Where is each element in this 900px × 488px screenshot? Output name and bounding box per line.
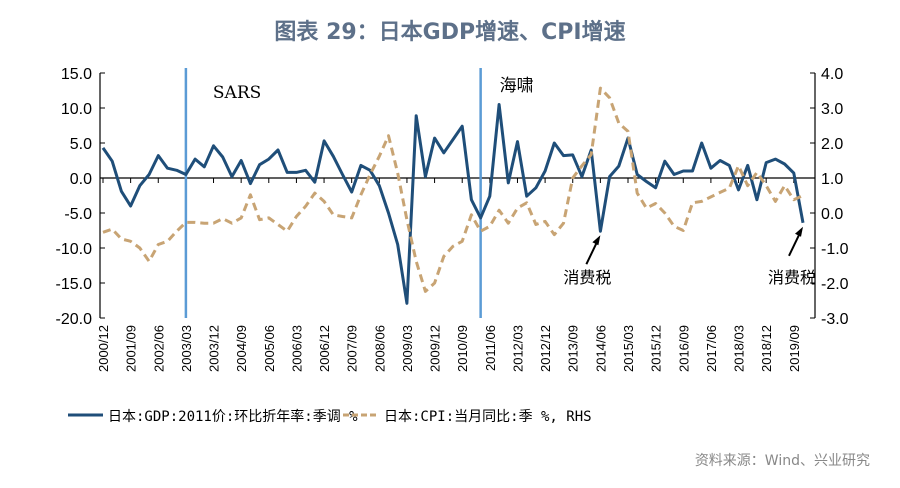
right-tick-label: -3.0 (821, 311, 849, 328)
x-tick-label: 2001/09 (124, 325, 139, 372)
event-label: SARS (213, 83, 261, 103)
event-label: 海啸 (500, 76, 534, 96)
annotation-label: 消费税 (768, 268, 816, 287)
gdp-line (101, 103, 805, 305)
x-tick-label: 2004/09 (234, 325, 249, 372)
annotation-label: 消费税 (563, 268, 611, 287)
left-tick-label: 0.0 (70, 171, 92, 188)
x-tick-label: 2016/09 (676, 325, 691, 372)
source-note: 资料来源：Wind、兴业研究 (694, 453, 870, 469)
right-tick-label: -2.0 (821, 276, 849, 293)
x-tick-label: 2013/09 (566, 325, 581, 372)
right-tick-label: 0.0 (821, 206, 843, 223)
arrow-head-icon (592, 235, 601, 246)
left-tick-label: 10.0 (61, 101, 92, 118)
x-tick-label: 2015/03 (621, 325, 636, 372)
x-tick-label: 2011/06 (483, 325, 498, 371)
x-tick-label: 2017/06 (704, 325, 719, 372)
x-tick-label: 2006/03 (289, 325, 304, 372)
left-tick-label: -10.0 (56, 241, 93, 258)
left-tick-label: -20.0 (56, 311, 93, 328)
x-tick-label: 2009/03 (400, 325, 415, 372)
x-tick-label: 2015/12 (649, 325, 664, 372)
right-tick-label: 3.0 (821, 101, 843, 118)
left-tick-label: -5.0 (64, 206, 92, 223)
right-tick-label: -1.0 (821, 241, 849, 258)
legend-gdp-label: 日本:GDP:2011价:环比折年率:季调 % (108, 408, 358, 425)
legend-cpi-label: 日本:CPI:当月同比:季 %, RHS (384, 409, 592, 425)
x-tick-label: 2018/03 (732, 325, 747, 372)
x-tick-label: 2010/09 (455, 325, 470, 372)
x-tick-label: 2008/06 (372, 325, 387, 372)
right-tick-label: 1.0 (821, 171, 843, 188)
chart-title: 图表 29：日本GDP增速、CPI增速 (274, 20, 626, 45)
right-tick-label: 4.0 (821, 66, 843, 83)
left-tick-label: 15.0 (61, 66, 92, 83)
x-tick-label: 2006/12 (317, 325, 332, 372)
x-tick-label: 2000/12 (96, 325, 111, 372)
x-tick-label: 2003/03 (179, 325, 194, 372)
left-tick-label: -15.0 (56, 276, 93, 293)
x-tick-label: 2009/12 (428, 325, 443, 372)
x-tick-label: 2012/12 (538, 325, 553, 372)
right-tick-label: 2.0 (821, 136, 843, 153)
x-tick-label: 2012/03 (510, 325, 525, 372)
x-tick-label: 2005/06 (262, 325, 277, 372)
left-tick-label: 5.0 (70, 136, 92, 153)
x-tick-label: 2018/12 (759, 325, 774, 372)
x-tick-label: 2002/06 (151, 325, 166, 372)
x-tick-label: 2003/12 (207, 325, 222, 372)
x-tick-label: 2014/06 (593, 325, 608, 372)
x-tick-label: 2019/09 (787, 325, 802, 372)
cpi-line (102, 86, 804, 293)
x-tick-label: 2007/09 (345, 325, 360, 372)
arrow-head-icon (795, 226, 803, 237)
